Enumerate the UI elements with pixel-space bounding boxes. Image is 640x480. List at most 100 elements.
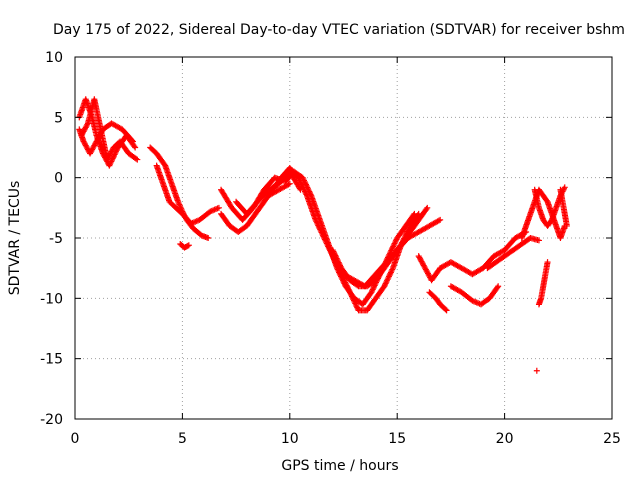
data-point [495,283,502,290]
data-point [317,228,324,235]
data-point [389,266,396,273]
y-tick-label: 5 [54,110,63,126]
series-track-v [533,367,540,374]
data-point [351,299,358,306]
data-point [387,270,394,277]
data-point [437,216,444,223]
y-tick-label: -10 [40,291,63,307]
data-point [318,229,325,236]
data-point [333,255,340,262]
data-point [215,204,222,211]
data-point [332,252,339,259]
data-point [302,188,309,195]
data-point [392,237,399,244]
data-point [350,296,357,303]
data-point [285,181,292,188]
data-point [423,206,430,213]
x-tick-labels: 0 5 10 15 20 25 [71,431,621,447]
data-point [385,273,392,280]
data-point [333,254,340,261]
data-point [321,236,328,243]
data-point [329,247,336,254]
data-point [386,272,393,279]
data-point [312,216,319,223]
data-point [205,235,212,241]
data-point [388,247,395,254]
data-point [334,256,341,263]
data-point [371,283,378,290]
data-point [315,223,322,230]
x-tick-label: 25 [603,431,621,447]
data-point [348,292,355,299]
data-point [346,289,353,296]
data-point [388,246,395,253]
data-point [315,222,322,229]
series-track-n [426,289,450,314]
data-point [342,279,349,286]
data-point [369,286,376,293]
data-point [106,162,113,169]
data-point [383,277,390,284]
data-point [381,281,388,288]
data-point [391,240,398,247]
data-point [108,158,115,165]
chart-title: Day 175 of 2022, Sidereal Day-to-day VTE… [53,22,625,38]
data-point [107,161,114,168]
data-point [353,303,360,310]
y-axis-label: SDTVAR / TECUs [7,181,23,296]
data-point [176,202,183,209]
series-track-f [177,241,192,251]
data-point [316,225,323,232]
y-tick-label: 10 [45,50,63,66]
data-point [533,367,540,374]
data-point [133,155,140,162]
data-point [435,217,442,224]
data-point [303,191,310,198]
data-point [388,267,395,274]
series-track-u [557,186,570,229]
data-point [84,121,91,128]
data-point [443,307,450,314]
data-point [354,304,361,311]
data-point [442,306,449,313]
data-point [348,293,355,300]
data-point [563,222,570,229]
data-point [385,274,392,281]
data-point [323,239,330,246]
data-point [340,276,347,283]
data-point [561,184,568,191]
data-point [302,189,309,196]
data-point [323,240,330,247]
data-point [132,144,139,151]
series-track-d [147,144,212,241]
data-point [390,241,397,248]
series-track-c [78,96,141,163]
data-point [331,249,338,256]
data-point [175,200,182,207]
data-point [390,243,397,250]
data-point [494,284,501,291]
data-point [134,156,141,163]
data-point [325,243,332,250]
data-point [381,283,388,290]
data-point [389,244,396,251]
y-tick-label: 0 [54,171,63,187]
series-track-j [265,180,293,199]
data-point [184,242,191,249]
data-point [314,221,321,228]
data-point [322,237,329,244]
y-tick-label: -5 [49,231,63,247]
data-point [341,278,348,285]
series-track-e [153,162,222,227]
data-point [286,180,293,187]
data-point [296,185,303,192]
y-tick-labels: 10 5 0 -5 -10 -15 -20 [40,50,63,428]
series-track-m [415,253,444,284]
data-point [392,239,399,246]
data-point [344,285,351,292]
data-point [185,242,192,249]
data-point [424,204,431,211]
data-point [344,283,351,290]
series-track-p [447,283,502,308]
